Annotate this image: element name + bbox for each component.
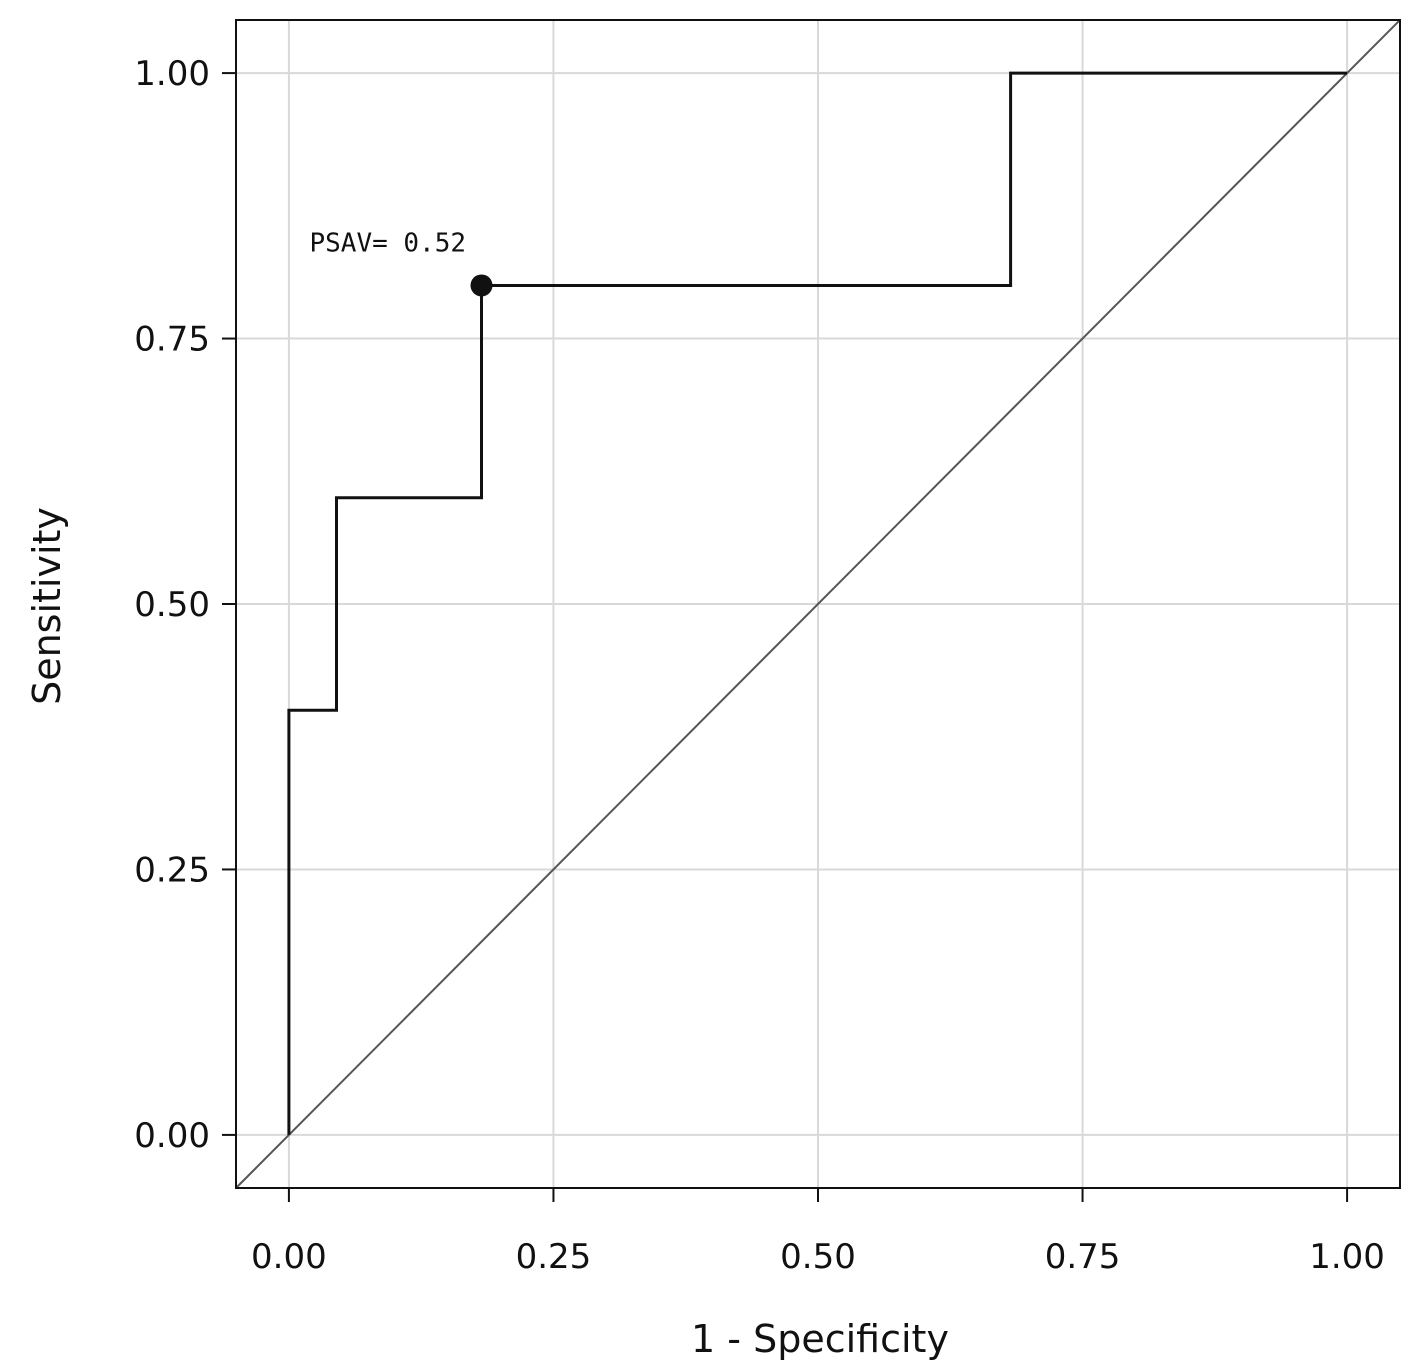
x-tick-label-1: 0.25 xyxy=(516,1237,592,1277)
x-axis-title: 1 - Specificity xyxy=(691,1317,949,1361)
y-tick-label-2: 0.50 xyxy=(134,585,210,625)
x-tick-label-2: 0.50 xyxy=(780,1237,856,1277)
x-tick-label-4: 1.00 xyxy=(1309,1237,1385,1277)
y-axis-title: Sensitivity xyxy=(25,507,69,705)
roc-step-curve xyxy=(287,71,1348,1135)
y-tick-label-0: 0.00 xyxy=(134,1116,210,1156)
reference-diagonal-layer xyxy=(235,19,1401,1189)
tick-layer: 0.00 0.25 0.50 0.75 1.00 0.00 0.25 0.50 0.75 1.00 xyxy=(134,54,1385,1277)
y-tick-label-3: 0.75 xyxy=(134,320,210,360)
x-tick-label-3: 0.75 xyxy=(1045,1237,1121,1277)
roc-curve-layer xyxy=(287,71,1348,1135)
optimal-cutoff-point xyxy=(470,274,493,297)
highlight-point-label: PSAV= 0.52 xyxy=(309,228,466,258)
y-tick-label-1: 0.25 xyxy=(134,850,210,890)
x-tick-label-0: 0.00 xyxy=(251,1237,327,1277)
y-tick-label-4: 1.00 xyxy=(134,54,210,94)
reference-diagonal-line xyxy=(235,19,1401,1189)
